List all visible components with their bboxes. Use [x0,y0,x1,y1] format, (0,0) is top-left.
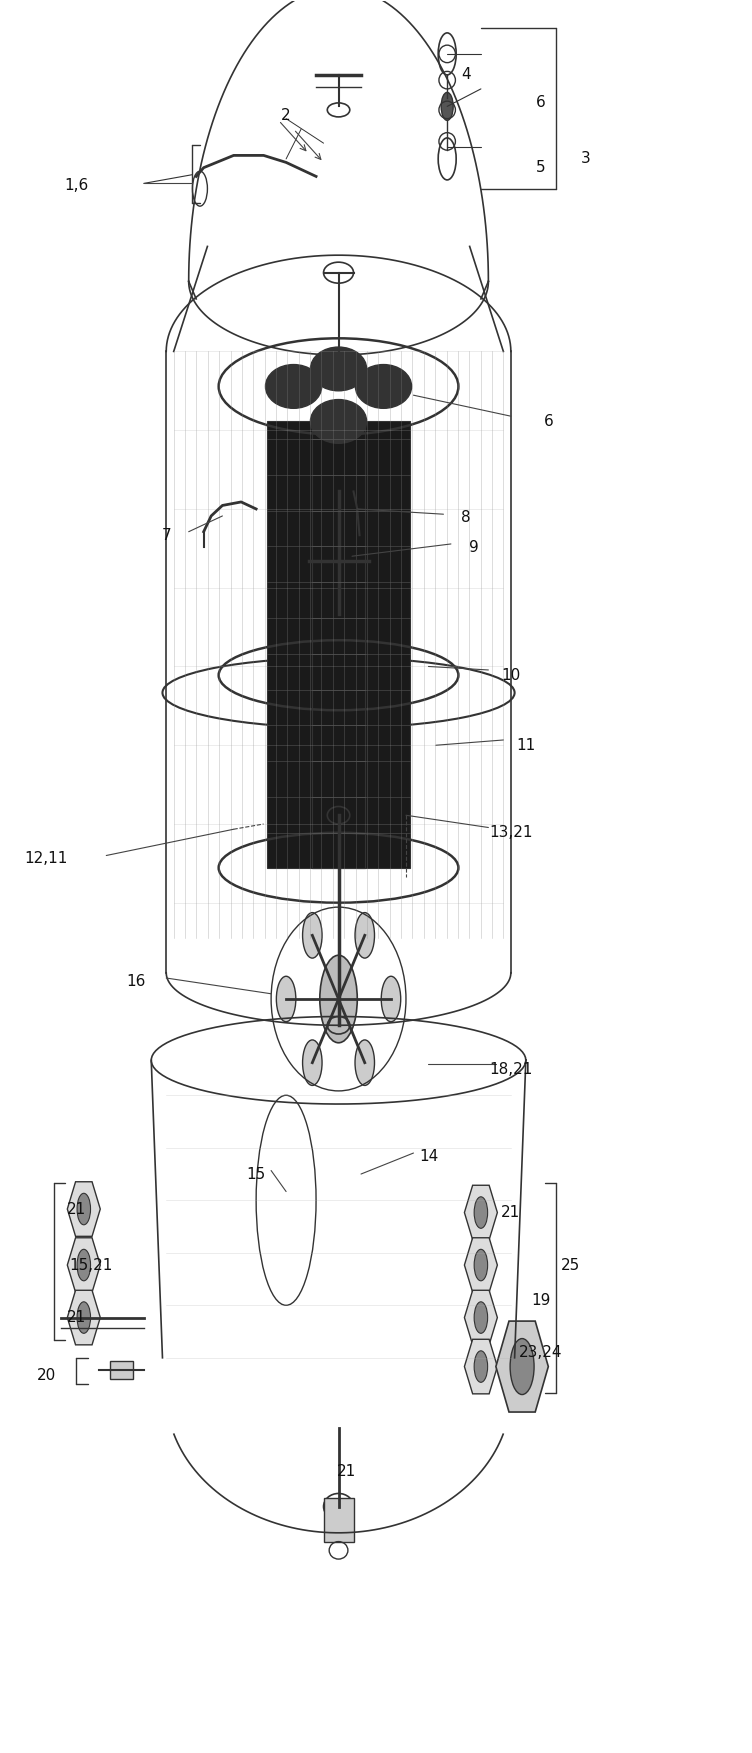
Circle shape [475,1352,487,1383]
Circle shape [77,1250,90,1281]
Text: 2: 2 [281,107,291,123]
Circle shape [302,913,322,959]
Text: 11: 11 [516,738,535,752]
Polygon shape [465,1339,497,1394]
Circle shape [77,1194,90,1225]
Text: 21: 21 [336,1464,356,1480]
Circle shape [327,535,350,587]
Polygon shape [465,1238,497,1292]
Circle shape [475,1302,487,1334]
Circle shape [320,955,357,1043]
Ellipse shape [356,365,411,408]
Circle shape [475,1197,487,1229]
Circle shape [361,543,376,578]
Bar [268,421,320,868]
Polygon shape [496,1322,548,1411]
Text: 6: 6 [536,95,546,110]
Text: 21: 21 [502,1204,520,1220]
Text: 3: 3 [581,151,590,167]
Polygon shape [465,1185,497,1239]
Bar [312,421,365,868]
Circle shape [441,93,453,121]
Circle shape [331,473,346,508]
Text: 9: 9 [468,540,478,556]
Text: 18,21: 18,21 [489,1062,532,1076]
Text: 1,6: 1,6 [64,177,89,193]
Circle shape [510,1339,534,1395]
Ellipse shape [311,347,367,391]
Circle shape [276,976,296,1022]
Text: 12,11: 12,11 [25,852,68,866]
Ellipse shape [311,400,367,444]
Text: 6: 6 [544,414,553,429]
Text: 4: 4 [461,67,471,82]
Circle shape [475,1250,487,1281]
Polygon shape [68,1238,100,1292]
Text: 15: 15 [247,1166,265,1182]
Text: 7: 7 [162,528,171,543]
Circle shape [355,913,374,959]
Circle shape [77,1302,90,1334]
Text: 16: 16 [126,975,146,989]
Text: 23,24: 23,24 [519,1345,562,1360]
Bar [357,421,410,868]
Text: 21: 21 [67,1309,86,1325]
Polygon shape [68,1182,100,1236]
Circle shape [381,976,401,1022]
Text: 5: 5 [536,160,546,175]
Ellipse shape [265,365,322,408]
Circle shape [355,1040,374,1085]
Text: 21: 21 [67,1201,86,1217]
Text: 14: 14 [419,1148,438,1164]
Text: 15,21: 15,21 [70,1257,113,1273]
Circle shape [302,1040,322,1085]
Bar [312,421,365,868]
Text: 25: 25 [561,1257,581,1273]
Text: 20: 20 [37,1367,56,1383]
Text: 8: 8 [461,510,471,526]
Bar [110,1362,132,1380]
Circle shape [331,596,346,631]
Circle shape [301,543,316,578]
Bar [323,1497,353,1541]
Polygon shape [68,1290,100,1345]
Text: 13,21: 13,21 [489,826,532,840]
Text: 19: 19 [531,1292,550,1308]
Text: 10: 10 [502,668,520,682]
Polygon shape [465,1290,497,1345]
